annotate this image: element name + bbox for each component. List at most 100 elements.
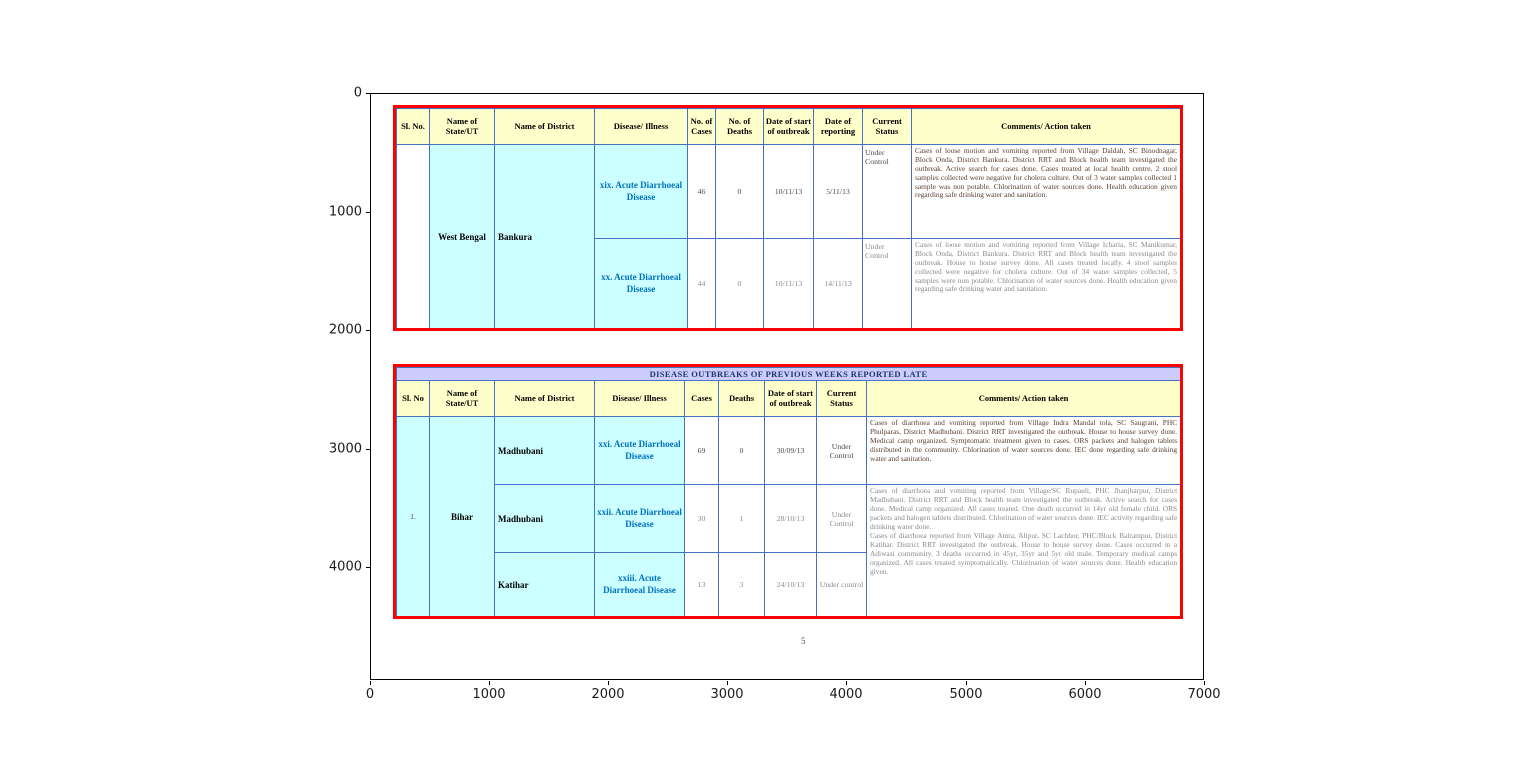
date-start-cell: 10/11/13 <box>763 238 814 328</box>
x-tick-mark <box>846 681 847 685</box>
deaths-cell: 3 <box>718 552 765 616</box>
district-cell: Bankura <box>494 144 595 328</box>
header-district: Name of District <box>494 108 595 145</box>
table-row: xx. Acute Diarrhoeal Disease 44 0 10/11/… <box>397 238 1180 328</box>
disease-number: xxi. <box>598 439 613 450</box>
y-tick-label: 2000 <box>328 322 362 338</box>
y-tick-mark <box>366 330 370 331</box>
date-reporting-cell: 5/11/13 <box>813 144 863 239</box>
comments-cell: Cases of diarrhoea and vomiting reported… <box>865 484 1180 616</box>
table-row: 1. Bihar Madhubani xxi. Acute Diarrhoeal… <box>396 416 1180 616</box>
status-cell: Under Control <box>816 416 867 485</box>
table-title-row: DISEASE OUTBREAKS OF PREVIOUS WEEKS REPO… <box>396 367 1180 381</box>
plot-area: Sl. No. Name of State/UT Name of Distric… <box>370 93 1204 680</box>
sl-no-cell: 1. <box>396 416 430 616</box>
district-cell: Madhubani <box>494 416 595 485</box>
page-number: 5 <box>801 636 806 646</box>
disease-cell: xix. Acute Diarrhoeal Disease <box>594 144 688 239</box>
table-header-row: Sl. No Name of State/UT Name of District… <box>396 380 1180 417</box>
cases-cell: 69 <box>684 416 719 485</box>
comments-paragraph: Cases of diarrhoea and vomiting reported… <box>870 486 1178 531</box>
status-cell: Under Control <box>816 484 867 553</box>
x-tick-label: 6000 <box>1068 687 1102 702</box>
disease-number: xxii. <box>597 507 614 518</box>
disease-name: Acute Diarrhoeal Disease <box>614 272 681 294</box>
header-state: Name of State/UT <box>429 380 495 417</box>
cases-cell: 13 <box>684 552 719 616</box>
table-title: DISEASE OUTBREAKS OF PREVIOUS WEEKS REPO… <box>396 367 1180 381</box>
header-sl-no: Sl. No <box>396 380 430 417</box>
header-cases: No. of Cases <box>687 108 716 145</box>
status-cell: Under Control <box>862 144 912 239</box>
x-tick-mark <box>727 681 728 685</box>
header-district: Name of District <box>494 380 595 417</box>
disease-name: Acute Diarrhoeal Disease <box>613 439 681 461</box>
header-disease: Disease/ Illness <box>594 380 685 417</box>
district-cell: Madhubani <box>494 484 595 553</box>
x-tick-label: 2000 <box>591 687 625 702</box>
disease-name: Acute Diarrhoeal Disease <box>615 507 682 529</box>
district-cell: Katihar <box>494 552 595 616</box>
header-disease: Disease/ Illness <box>594 108 688 145</box>
table-header-row: Sl. No. Name of State/UT Name of Distric… <box>396 108 1180 145</box>
y-tick-mark <box>366 212 370 213</box>
x-tick-label: 5000 <box>949 687 983 702</box>
outbreak-table: Sl. No. Name of State/UT Name of Distric… <box>396 108 1180 328</box>
cases-cell: 46 <box>687 144 716 239</box>
date-reporting-cell: 14/11/13 <box>813 238 863 328</box>
outbreak-table-frame: Sl. No. Name of State/UT Name of Distric… <box>393 105 1183 331</box>
header-date-start: Date of start of outbreak <box>763 108 814 145</box>
x-tick-mark <box>1085 681 1086 685</box>
sl-no-cell <box>396 144 430 328</box>
state-cell: Bihar <box>429 416 495 616</box>
disease-number: xix. <box>599 180 614 191</box>
header-status: Current Status <box>862 108 912 145</box>
comments-cell: Cases of diarrhoea and vomiting reported… <box>865 416 1180 485</box>
disease-name: Acute Diarrhoeal Disease <box>615 180 683 202</box>
date-start-cell: 24/10/13 <box>764 552 817 616</box>
date-start-cell: 30/09/13 <box>764 416 817 485</box>
status-cell: Under control <box>816 552 867 616</box>
table-row: West Bengal Bankura xix. Acute Diarrhoea… <box>396 144 1180 328</box>
disease-cell: xxiii. Acute Diarrhoeal Disease <box>594 552 685 616</box>
x-tick-mark <box>370 681 371 685</box>
y-tick-label: 1000 <box>328 204 362 220</box>
cases-cell: 44 <box>687 238 716 328</box>
deaths-cell: 0 <box>715 144 764 239</box>
y-tick-mark <box>366 567 370 568</box>
y-tick-label: 3000 <box>328 441 362 457</box>
x-tick-mark <box>608 681 609 685</box>
header-status: Current Status <box>816 380 867 417</box>
y-tick-label: 0 <box>353 85 362 101</box>
y-tick-mark <box>366 449 370 450</box>
x-tick-label: 0 <box>365 687 375 702</box>
cases-cell: 30 <box>684 484 719 553</box>
disease-number: xxiii. <box>617 573 637 584</box>
table-row: Madhubani xxii. Acute Diarrhoeal Disease… <box>397 484 1180 616</box>
header-date-start: Date of start of outbreak <box>764 380 817 417</box>
status-cell: Under Control <box>862 238 912 328</box>
comments-cell: Cases of loose motion and vomiting repor… <box>911 238 1180 328</box>
header-cases: Cases <box>684 380 719 417</box>
deaths-cell: 0 <box>715 238 764 328</box>
header-deaths: No. of Deaths <box>715 108 764 145</box>
header-deaths: Deaths <box>718 380 765 417</box>
x-tick-label: 7000 <box>1187 687 1221 702</box>
table-row: Katihar xxiii. Acute Diarrhoeal Disease … <box>397 552 1181 616</box>
header-sl-no: Sl. No. <box>396 108 430 145</box>
header-comments: Comments/ Action taken <box>865 380 1180 417</box>
header-comments: Comments/ Action taken <box>911 108 1180 145</box>
late-reports-table: DISEASE OUTBREAKS OF PREVIOUS WEEKS REPO… <box>396 367 1181 616</box>
disease-cell: xx. Acute Diarrhoeal Disease <box>594 238 688 328</box>
y-tick-mark <box>366 93 370 94</box>
y-tick-label: 4000 <box>328 559 362 575</box>
header-date-reporting: Date of reporting <box>813 108 863 145</box>
x-tick-label: 4000 <box>829 687 863 702</box>
disease-name: Acute Diarrhoeal Disease <box>603 573 676 595</box>
disease-cell: xxi. Acute Diarrhoeal Disease <box>594 416 685 485</box>
x-tick-label: 1000 <box>472 687 506 702</box>
deaths-cell: 1 <box>718 484 765 553</box>
comments-cell: Cases of loose motion and vomiting repor… <box>911 144 1180 239</box>
comments-paragraph: Cases of diarrhoea reported from Village… <box>870 531 1178 576</box>
x-tick-mark <box>489 681 490 685</box>
